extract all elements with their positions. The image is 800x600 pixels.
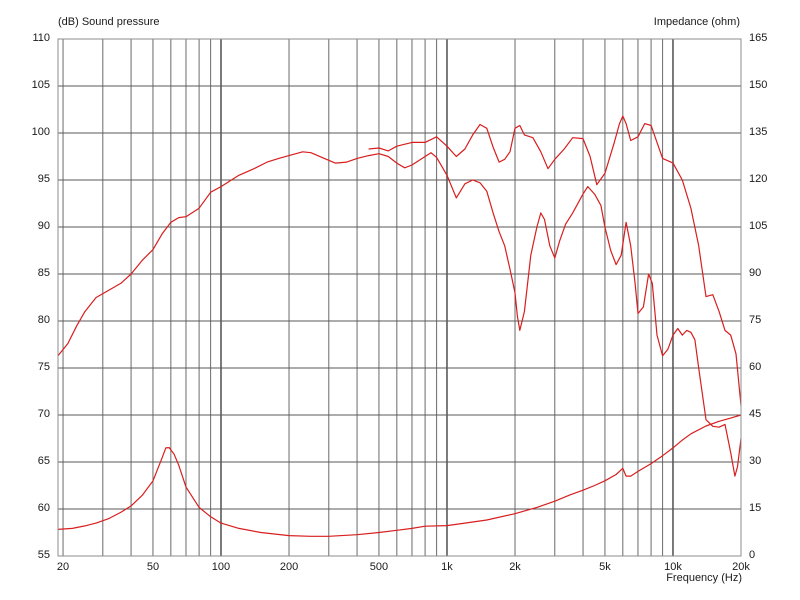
y2-tick-label: 15 [749,502,762,514]
y-tick-label: 55 [37,549,50,561]
y2-tick-label: 75 [749,314,762,326]
x-tick-label: 50 [146,561,160,573]
y2-tick-label: 120 [749,173,768,185]
y-tick-label: 75 [37,361,50,373]
y-tick-label: 60 [37,502,50,514]
y2-tick-label: 165 [749,32,768,44]
x-axis-label: Frequency (Hz) [666,572,742,584]
y-tick-label: 100 [31,126,50,138]
y-tick-label: 85 [37,267,50,279]
spl-curve-2 [368,115,742,406]
y-tick-label: 95 [37,173,50,185]
impedance-curve [57,414,742,537]
curves [57,115,742,537]
plot-background [58,39,741,556]
y-tick-label: 110 [32,32,50,44]
y-tick-label: 105 [31,79,50,91]
y-tick-label: 90 [37,220,50,232]
x-tick-label: 200 [279,561,299,573]
plot-frame [57,38,742,557]
y-tick-label: 80 [37,314,50,326]
y2-tick-label: 60 [749,361,762,373]
y2-tick-label: 30 [749,455,762,467]
x-tick-label: 1k [441,561,453,573]
y-tick-label: 65 [37,455,50,467]
y2-tick-label: 45 [749,408,762,420]
x-tick-label: 10k [664,561,682,573]
x-tick-label: 500 [369,561,389,573]
y2-tick-label: 105 [749,220,768,232]
right-axis-label: Impedance (ohm) [653,16,740,28]
spl-curve-1 [57,151,742,477]
x-tick-label: 5k [599,561,611,573]
y-tick-label: 70 [37,408,50,420]
x-tick-label: 20k [732,561,750,573]
x-tick-label: 2k [509,561,521,573]
y2-tick-label: 90 [749,267,762,279]
x-tick-label: 100 [211,561,231,573]
left-axis-label: (dB) Sound pressure [58,16,160,28]
y2-tick-label: 0 [749,549,756,561]
x-tick-label: 20 [56,561,70,573]
y2-tick-label: 150 [749,79,768,91]
y2-tick-label: 135 [749,126,768,138]
